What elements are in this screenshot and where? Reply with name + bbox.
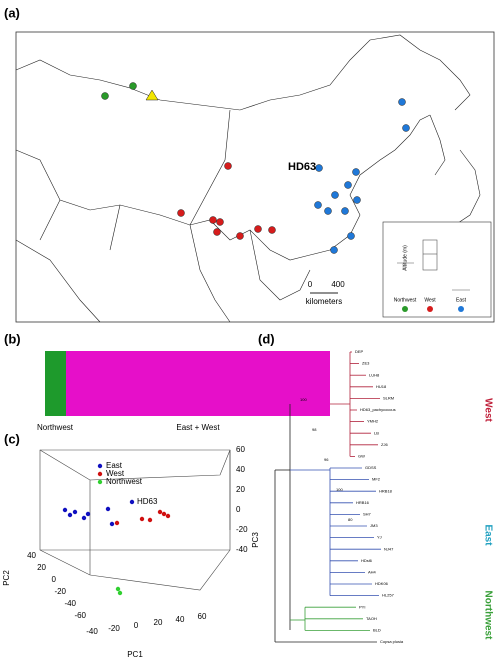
- legend-key: [97, 463, 103, 469]
- legend-label: West: [106, 469, 125, 478]
- leaf-label: HRB16: [356, 500, 370, 505]
- inset-key: [402, 306, 408, 312]
- leaf-label: ZE3: [362, 361, 370, 366]
- clade-label: Northwest: [482, 591, 493, 641]
- leaf-label: HU18: [376, 384, 387, 389]
- site-label: HD63: [288, 161, 316, 173]
- x-tick-label: 20: [154, 618, 163, 627]
- legend-label: East: [106, 461, 123, 470]
- group-label: East + West: [176, 423, 220, 432]
- leaf-label: DEP: [355, 349, 364, 354]
- pca-box: [39, 449, 231, 591]
- sample-sites: [101, 82, 410, 254]
- leaf-label: HDsl6: [361, 558, 373, 563]
- axis-label: PC2: [2, 570, 11, 586]
- leaf-label: GDSS: [365, 465, 377, 470]
- legend-key: [97, 479, 103, 485]
- leaf-label: YMH2: [367, 419, 379, 424]
- leaf-label: TAOH: [366, 616, 377, 621]
- x-tick-label: 60: [198, 612, 207, 621]
- scale-label: 0: [308, 280, 313, 289]
- structure-northwest: [45, 351, 66, 416]
- legend-label: Northwest: [106, 477, 143, 486]
- leaf-label: BLD: [373, 627, 381, 632]
- x-tick-label: -40: [86, 627, 98, 636]
- legend-key: [97, 471, 103, 477]
- leaf-label: HL257: [382, 593, 395, 598]
- z-tick-label: 0: [236, 505, 241, 514]
- support-label: 100: [300, 397, 307, 402]
- z-tick-label: 40: [236, 465, 245, 474]
- leaf-label: LUH8: [369, 372, 380, 377]
- y-tick-label: 20: [37, 563, 46, 572]
- support-label: 100: [336, 487, 343, 492]
- z-tick-label: -20: [236, 525, 248, 534]
- leaf-label: SH7: [363, 511, 372, 516]
- y-tick-label: 40: [27, 551, 36, 560]
- y-tick-label: -40: [64, 599, 76, 608]
- y-tick-label: -20: [54, 587, 66, 596]
- scale-unit: kilometers: [306, 297, 342, 306]
- leaf-label: SLRM: [383, 395, 394, 400]
- panel-label: (b): [4, 331, 21, 346]
- group-label: Northwest: [37, 423, 74, 432]
- z-tick-label: -40: [236, 545, 248, 554]
- leaf-label: GW: [358, 453, 365, 458]
- support-label: 98: [312, 427, 317, 432]
- clade-label: East: [482, 524, 493, 546]
- z-tick-label: 60: [236, 445, 245, 454]
- inset-group: Northwest: [394, 297, 417, 303]
- leaf-label: HDK06: [375, 581, 389, 586]
- inset-key: [458, 306, 464, 312]
- panel-label: (a): [4, 5, 20, 20]
- pca-points: [62, 499, 171, 596]
- y-tick-label: 0: [52, 575, 57, 584]
- leaf-label: LB: [374, 430, 379, 435]
- x-tick-label: -20: [108, 624, 120, 633]
- inset-axis-label: Altitude (m): [402, 245, 408, 271]
- leaf-label: JM3: [370, 523, 378, 528]
- leaf-label: HRB18: [379, 488, 393, 493]
- leaf-label: PYI: [359, 604, 365, 609]
- leaf-label: ZJ6: [381, 442, 388, 447]
- inset-key: [427, 306, 433, 312]
- support-label: 96: [324, 457, 329, 462]
- leaf-label: YJ: [377, 535, 382, 540]
- phylogeny: DEP ZE3 LUH8 HU18 SLRM HD63_pachycoccus YMH2 LB…: [274, 349, 493, 644]
- leaf-label: AH4: [368, 569, 377, 574]
- leaf-label: Copsa plusia: [380, 639, 404, 644]
- support-label: 80: [348, 517, 353, 522]
- point-label: HD63: [137, 497, 158, 506]
- panel-label: (c): [4, 431, 20, 446]
- inset-group: East: [456, 297, 467, 303]
- z-tick-label: 20: [236, 485, 245, 494]
- leaf-label: HD63_pachycoccus: [360, 407, 396, 412]
- clade-label: West: [482, 398, 493, 422]
- leaf-label: NJ47: [384, 546, 394, 551]
- inset-group: West: [424, 297, 436, 303]
- x-tick-label: 40: [176, 615, 185, 624]
- x-tick-label: 0: [134, 621, 139, 630]
- inset-boxes: [397, 239, 470, 291]
- scale-label: 400: [331, 280, 345, 289]
- map-borders: [15, 34, 481, 323]
- axis-label: PC3: [251, 532, 260, 548]
- panel-label: (d): [258, 331, 275, 346]
- leaf-label: MF2: [372, 477, 381, 482]
- structure-east-west: [66, 351, 330, 416]
- axis-label: PC1: [127, 650, 143, 659]
- y-tick-label: -60: [74, 611, 86, 620]
